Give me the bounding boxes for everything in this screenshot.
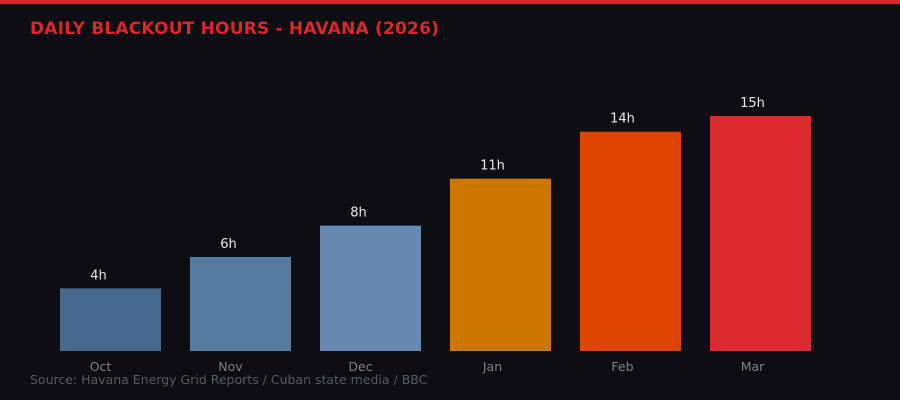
- source-note: Source: Havana Energy Grid Reports / Cub…: [30, 372, 428, 387]
- x-tick-label: Mar: [741, 359, 765, 374]
- x-tick-label: Dec: [348, 359, 372, 374]
- x-tick-label: Feb: [611, 359, 633, 374]
- bar-oct: [60, 288, 161, 351]
- bar-feb: [580, 131, 681, 351]
- data-label: 14h: [610, 112, 635, 127]
- data-label: 8h: [350, 206, 367, 221]
- x-tick-label: Jan: [482, 359, 502, 374]
- chart-title: DAILY BLACKOUT HOURS - HAVANA (2026): [30, 19, 440, 39]
- data-label: 11h: [480, 159, 505, 174]
- data-label: 15h: [740, 96, 765, 111]
- bar-jan: [450, 178, 551, 351]
- data-label: 6h: [220, 237, 237, 252]
- bar-nov: [190, 257, 291, 351]
- data-label: 4h: [90, 268, 107, 283]
- bar-mar: [710, 116, 811, 351]
- x-tick-label: Nov: [218, 359, 243, 374]
- x-tick-label: Oct: [90, 359, 112, 374]
- top-accent-bar: [0, 0, 900, 4]
- bar-dec: [320, 225, 421, 351]
